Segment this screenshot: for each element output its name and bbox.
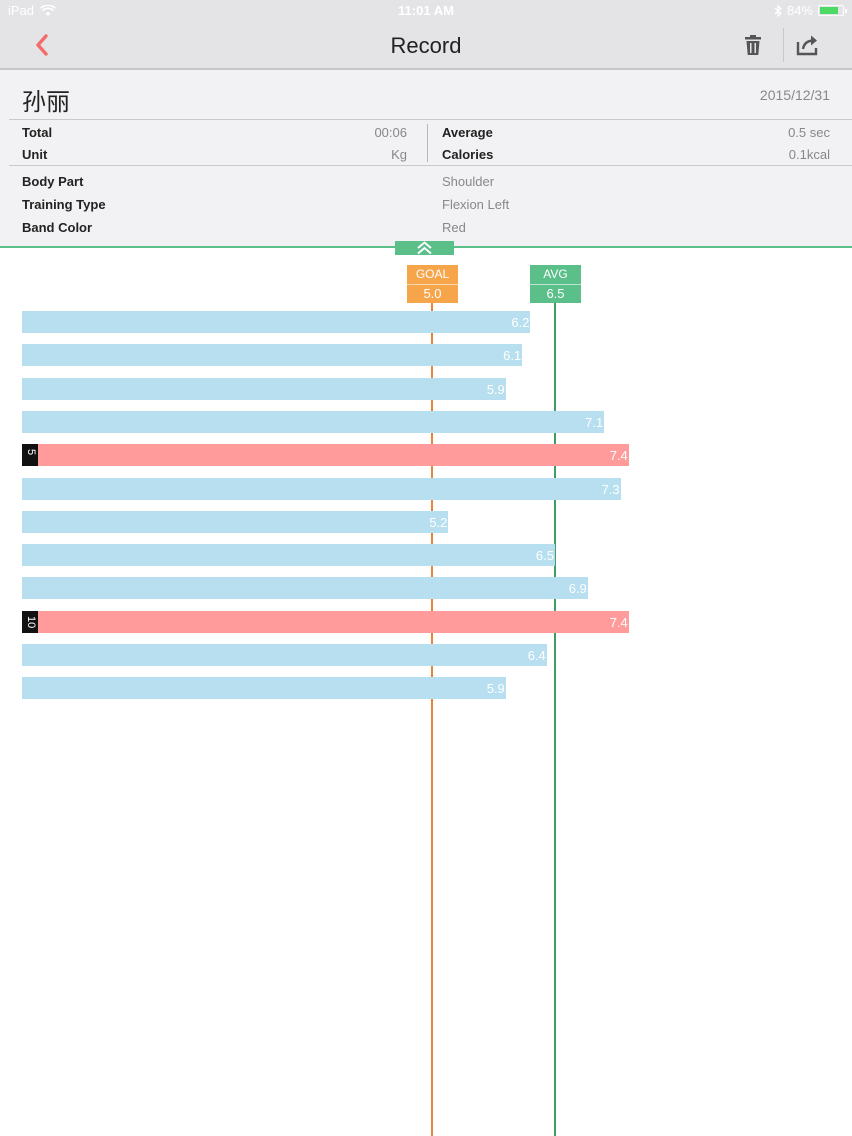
bar: 5.9 [22, 677, 506, 700]
average-value: 6.5 [530, 284, 581, 301]
chevron-left-icon [36, 34, 48, 56]
bar: 5.2 [22, 510, 449, 533]
bar: 7.3 [22, 477, 621, 500]
delete-button[interactable] [740, 32, 766, 58]
status-bar-left: iPad [8, 3, 56, 18]
bar-value-label: 7.4 [609, 448, 628, 464]
bar-value-label: 6.9 [568, 581, 587, 597]
toolbar-separator [783, 28, 784, 62]
training-type-value: Flexion Left [442, 197, 510, 212]
bar-value-label: 7.1 [585, 414, 604, 430]
bar-value-label: 6.1 [503, 348, 522, 364]
bar-index-label: 5 [22, 444, 38, 467]
average-marker: AVG 6.5 [530, 265, 581, 303]
band-color-value: Red [442, 220, 466, 235]
record-info-panel: 孙丽 2015/12/31 Total 00:06 Unit Kg Averag… [0, 70, 852, 248]
status-bar-right: 84% [774, 3, 847, 18]
bar-value-label: 6.4 [527, 648, 546, 663]
bar-index-label: 10 [22, 610, 38, 633]
calories-value: 0.1kcal [788, 147, 830, 162]
bar: 7.1 [22, 410, 605, 433]
bar-value-label: 5.2 [429, 514, 448, 530]
battery-fill [820, 7, 839, 14]
goal-line [431, 299, 433, 1136]
average-line [554, 299, 556, 1136]
battery-percent: 84% [786, 3, 813, 18]
battery-icon [818, 5, 847, 16]
bar: 5.9 [22, 377, 506, 400]
record-date: 2015/12/31 [759, 87, 830, 103]
bar: 6.4 [22, 644, 547, 666]
bar-value-label: 7.3 [601, 481, 620, 497]
repetition-chart: GOAL 5.0 AVG 6.5 6.2 6.1 5.9 7.1 7.4 5 7.3 5.2 6… [0, 250, 852, 1136]
bar-value-label: 6.2 [511, 315, 530, 330]
wifi-icon [40, 4, 56, 16]
bar: 7.4 10 [22, 610, 629, 633]
share-icon [796, 35, 818, 56]
average-label: Average [442, 125, 493, 140]
bar-value-label: 5.9 [486, 681, 505, 697]
divider [427, 124, 428, 162]
status-bar: iPad 11:01 AM 84% [0, 0, 852, 22]
average-value: 0.5 sec [788, 125, 830, 140]
goal-marker: GOAL 5.0 [407, 265, 458, 303]
unit-label: Unit [22, 147, 48, 162]
bar: 7.4 5 [22, 444, 629, 467]
band-color-label: Band Color [22, 220, 93, 235]
bar: 6.1 [22, 344, 523, 367]
goal-label: GOAL [415, 267, 450, 281]
device-name: iPad [8, 3, 35, 18]
calories-label: Calories [442, 147, 494, 162]
goal-value: 5.0 [407, 284, 458, 301]
bar-value-label: 6.5 [535, 548, 554, 564]
body-part-value: Shoulder [442, 174, 495, 189]
back-button[interactable] [28, 30, 58, 60]
divider [9, 165, 852, 166]
average-label: AVG [543, 267, 568, 281]
body-part-label: Body Part [22, 174, 84, 189]
patient-name: 孙丽 [22, 89, 70, 116]
total-label: Total [22, 125, 53, 140]
bar-value-label: 5.9 [486, 381, 505, 397]
bar: 6.9 [22, 577, 588, 600]
bluetooth-icon [774, 4, 782, 17]
total-value: 00:06 [374, 125, 407, 140]
bar: 6.5 [22, 544, 555, 567]
collapse-panel-button[interactable] [395, 241, 454, 255]
bar: 6.2 [22, 311, 531, 333]
status-time: 11:01 AM [398, 3, 454, 18]
navigation-bar: Record [0, 22, 852, 70]
bar-value-label: 7.4 [609, 614, 628, 630]
unit-value: Kg [391, 147, 407, 162]
share-button[interactable] [794, 32, 822, 58]
divider [9, 119, 852, 120]
trash-icon [745, 35, 761, 55]
double-chevron-up-icon [417, 241, 432, 255]
training-type-label: Training Type [22, 197, 106, 212]
page-title: Record [390, 33, 462, 58]
